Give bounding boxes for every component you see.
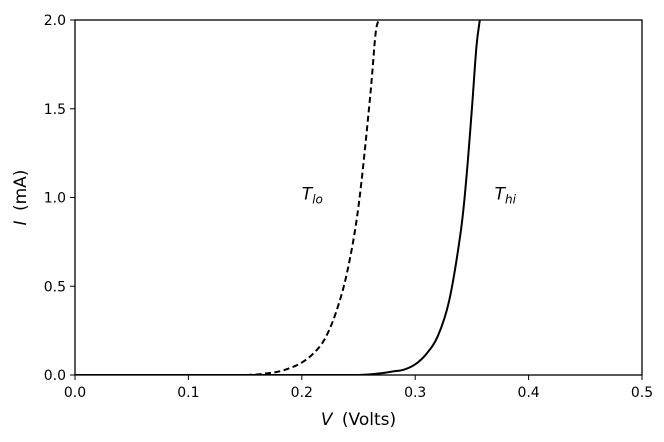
- y-tick-label: 1.5: [44, 102, 66, 118]
- x-tick-label: 0.5: [631, 385, 653, 401]
- annotation-t-hi: Thi: [495, 185, 517, 207]
- series-line-t-hi: [75, 20, 481, 375]
- x-axis-unit: (Volts): [342, 410, 396, 430]
- x-tick-label: 0.4: [517, 385, 539, 401]
- x-tick-label: 0.2: [291, 385, 313, 401]
- x-tick-label: 0.3: [404, 385, 426, 401]
- y-axis-unit: (mA): [11, 170, 31, 211]
- plot-frame: [74, 19, 643, 376]
- x-tick-label: 0.1: [177, 385, 199, 401]
- x-axis-label: V (Volts): [321, 410, 396, 430]
- y-axis-label: I (mA): [11, 170, 31, 226]
- y-tick-label: 2.0: [44, 13, 66, 29]
- series-line-t-lo: [75, 20, 380, 375]
- annotation-t-lo: Tlo: [302, 185, 323, 207]
- y-tick-label: 1.0: [44, 191, 66, 207]
- series-layer: [75, 20, 481, 375]
- annotation-layer: Tlo Thi: [302, 185, 517, 207]
- x-tick-label: 0.0: [64, 385, 86, 401]
- x-axis-symbol: V: [321, 410, 334, 430]
- y-tick-label: 0.0: [44, 368, 66, 384]
- y-axis-symbol: I: [11, 220, 31, 225]
- y-tick-label: 0.5: [44, 279, 66, 295]
- ticks-layer: 0.0 0.1 0.2 0.3 0.4 0.5 0.0 0.5 1.0 1.5 2.0: [44, 13, 653, 401]
